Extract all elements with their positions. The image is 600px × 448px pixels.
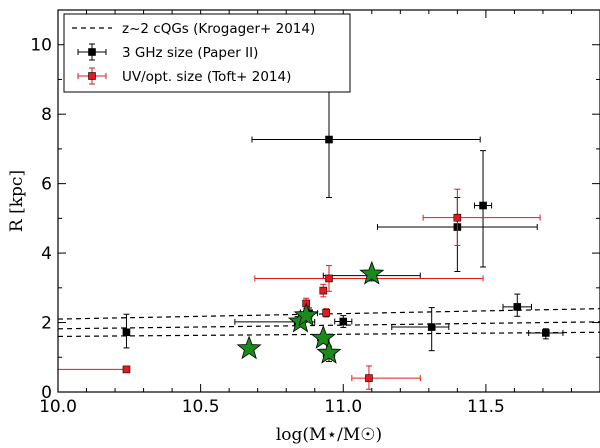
x-tick-label: 11.0	[324, 397, 362, 417]
green-star-marker	[310, 325, 336, 349]
radio-size-point	[122, 313, 131, 349]
uv-size-point	[322, 308, 330, 318]
legend-entry-3ghz: 3 GHz size (Paper II)	[122, 45, 258, 61]
y-tick-label: 2	[41, 314, 52, 334]
legend-swatch-3ghz-marker	[88, 48, 96, 56]
uv-size-marker	[122, 365, 131, 374]
y-tick-label: 8	[41, 105, 52, 125]
radio-size-point	[502, 293, 533, 317]
radio-size-point	[528, 328, 564, 340]
green-star-marker	[316, 339, 342, 364]
radio-size-marker	[339, 317, 348, 326]
uv-size-marker	[325, 274, 333, 283]
x-axis-label: log(M⋆/M☉)	[276, 425, 382, 445]
y-tick-label: 6	[41, 175, 52, 195]
radio-size-point	[251, 86, 481, 199]
green-star-marker	[359, 260, 385, 285]
uv-size-marker	[453, 213, 462, 222]
krogager-line	[57, 321, 600, 330]
y-axis-label: R [kpc]	[7, 170, 27, 232]
x-tick-label: 10.0	[39, 397, 77, 417]
uv-size-marker	[365, 374, 373, 382]
green-star-marker	[293, 302, 319, 327]
uv-size-marker	[319, 286, 328, 295]
green-star-marker	[236, 335, 262, 360]
radio-size-marker	[325, 135, 333, 144]
legend-swatch-uvopt-marker	[88, 72, 96, 80]
y-tick-label: 10	[30, 36, 52, 56]
radio-size-marker	[122, 328, 131, 337]
radio-size-marker	[427, 323, 436, 331]
legend-entry-krogager: z~2 cQGs (Krogager+ 2014)	[122, 21, 315, 37]
radio-size-marker	[541, 329, 550, 337]
legend-entry-uvopt: UV/opt. size (Toft+ 2014)	[122, 69, 291, 85]
uv-size-point	[319, 283, 328, 298]
y-tick-label: 4	[41, 244, 52, 264]
plot-area	[57, 86, 600, 390]
radio-size-point	[334, 315, 353, 328]
radio-size-marker	[479, 201, 487, 210]
radio-size-point	[473, 150, 493, 268]
radio-size-marker	[513, 303, 522, 311]
axis-ticks: 10.0 10.5 11.0 11.5 0 2 4 6 8 10	[30, 10, 600, 417]
radio-size-point	[391, 307, 450, 352]
x-tick-label: 11.5	[467, 397, 505, 417]
y-tick-label: 0	[41, 383, 52, 403]
legend: z~2 cQGs (Krogager+ 2014) 3 GHz size (Pa…	[63, 13, 351, 93]
uv-size-point	[351, 365, 421, 390]
uv-size-marker	[322, 309, 330, 317]
plot-frame	[57, 9, 600, 393]
uv-size-point	[422, 188, 541, 246]
x-tick-label: 10.5	[182, 397, 220, 417]
legend-box	[63, 13, 351, 93]
